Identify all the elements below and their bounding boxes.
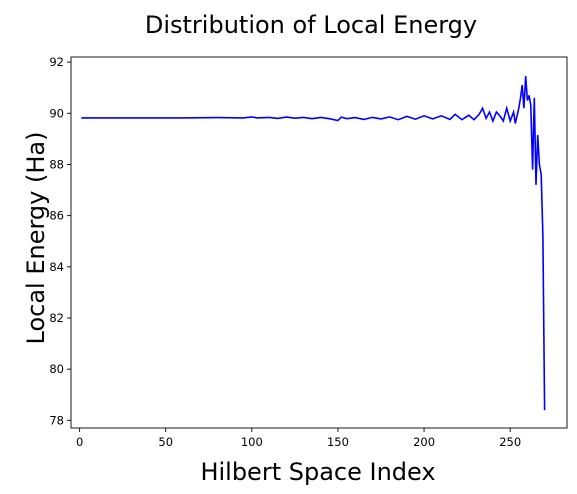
x-tick-label: 150 bbox=[327, 435, 349, 449]
y-tick-label: 92 bbox=[49, 55, 64, 69]
y-tick-label: 90 bbox=[49, 106, 64, 120]
y-tick-label: 86 bbox=[49, 209, 64, 223]
y-axis-ticks: 78 80 82 84 86 88 90 92 bbox=[49, 55, 71, 427]
x-axis-ticks: 0 50 100 150 200 250 bbox=[76, 428, 521, 449]
x-tick-label: 50 bbox=[158, 435, 173, 449]
chart-title: Distribution of Local Energy bbox=[145, 11, 477, 39]
x-tick-label: 250 bbox=[499, 435, 521, 449]
y-axis-label: Local Energy (Ha) bbox=[22, 132, 50, 345]
x-axis-label: Hilbert Space Index bbox=[200, 458, 435, 486]
axes-frame bbox=[70, 56, 568, 429]
y-tick-label: 84 bbox=[49, 260, 64, 274]
x-tick-label: 0 bbox=[76, 435, 83, 449]
y-tick-label: 80 bbox=[49, 362, 64, 376]
x-tick-label: 200 bbox=[413, 435, 435, 449]
x-tick-label: 100 bbox=[241, 435, 263, 449]
plot-area bbox=[81, 76, 546, 411]
y-tick-label: 82 bbox=[49, 311, 64, 325]
y-tick-label: 78 bbox=[49, 413, 64, 427]
series-line bbox=[81, 76, 546, 411]
y-tick-label: 88 bbox=[49, 157, 64, 171]
